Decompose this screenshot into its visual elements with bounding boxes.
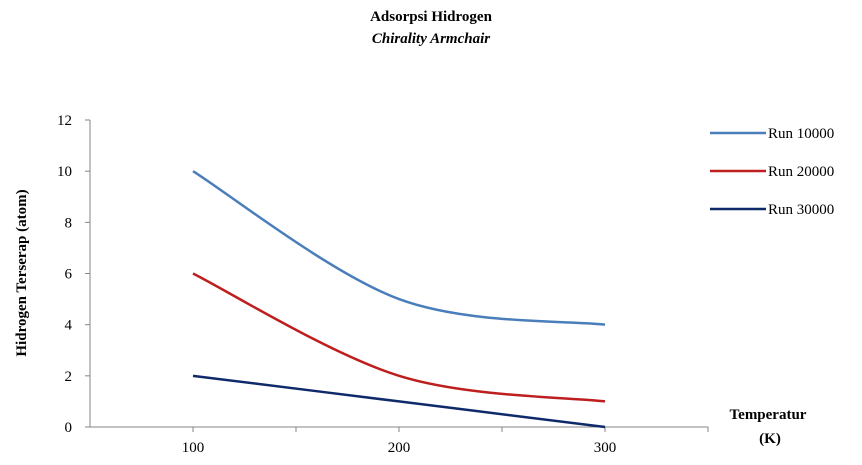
x-tick-label: 200 bbox=[388, 440, 411, 456]
x-axis-label-line2: (K) bbox=[759, 431, 781, 447]
legend-label: Run 20000 bbox=[768, 164, 834, 180]
y-tick-label: 12 bbox=[57, 113, 72, 129]
chart-title: Adsorpsi Hidrogen bbox=[370, 9, 492, 25]
x-tick-label: 100 bbox=[182, 440, 205, 456]
y-tick-label: 0 bbox=[65, 420, 73, 436]
y-axis-ticks: 0 2 4 6 8 10 12 bbox=[57, 113, 90, 436]
x-tick-label: 300 bbox=[594, 440, 617, 456]
x-axis-ticks: 100 200 300 bbox=[182, 427, 708, 456]
legend: Run 10000 Run 20000 Run 30000 bbox=[710, 126, 834, 218]
y-tick-label: 8 bbox=[65, 215, 73, 231]
series-line-2 bbox=[193, 274, 605, 402]
y-axis-label: Hidrogen Terserap (atom) bbox=[14, 189, 30, 356]
series-line-1 bbox=[193, 171, 605, 324]
legend-label: Run 10000 bbox=[768, 126, 834, 142]
y-tick-label: 4 bbox=[65, 318, 73, 334]
y-tick-label: 2 bbox=[65, 369, 73, 385]
y-tick-label: 6 bbox=[65, 267, 73, 283]
series-lines bbox=[193, 171, 605, 427]
legend-label: Run 30000 bbox=[768, 202, 834, 218]
x-axis-label-line1: Temperatur bbox=[730, 407, 807, 423]
y-tick-label: 10 bbox=[57, 164, 72, 180]
chart-subtitle: Chirality Armchair bbox=[372, 31, 490, 47]
series-line-3 bbox=[193, 376, 605, 427]
